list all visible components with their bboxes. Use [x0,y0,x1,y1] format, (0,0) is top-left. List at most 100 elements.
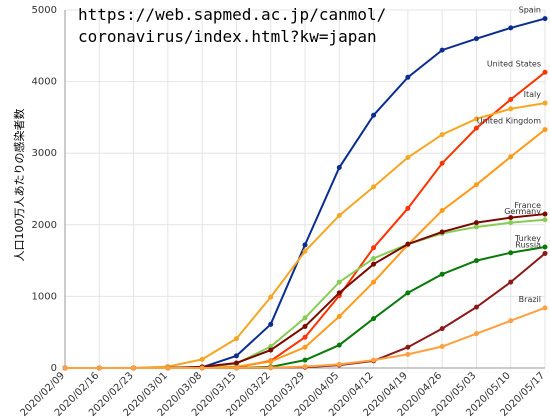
data-point [439,160,445,166]
data-point [542,217,548,223]
data-point [439,47,445,53]
series-label: Russia [515,240,541,249]
data-point [508,220,514,226]
data-point [302,357,308,363]
data-point [508,106,514,112]
data-point [336,290,342,296]
y-tick-label: 4000 [32,77,57,88]
data-point [233,353,239,359]
data-point [199,365,205,371]
data-point [336,165,342,171]
series-label: Turkey [514,234,541,243]
data-point [508,215,514,221]
data-point [405,351,411,357]
data-point [542,69,548,75]
y-axis-label: 人口100万人あたりの感染者数 [12,109,26,262]
data-point [336,342,342,348]
data-point [542,16,548,22]
y-tick-label: 0 [51,363,57,374]
data-point [62,365,68,371]
data-point [439,344,445,350]
data-point [302,323,308,329]
annotation: https://web.sapmed.ac.jp/canmol/ [78,5,386,24]
data-point [371,112,377,118]
data-point [233,360,239,366]
data-point [405,241,411,247]
data-point [96,365,102,371]
data-point [508,97,514,102]
data-point [439,271,445,277]
data-point [199,356,205,362]
series-label: Italy [524,90,542,99]
data-point [371,357,377,363]
data-point [302,242,308,248]
data-point [268,347,274,353]
data-point [439,207,445,213]
series-label: United States [487,59,541,68]
data-point [439,229,445,235]
data-point [233,365,239,371]
data-point [371,255,377,261]
data-point [268,344,274,350]
data-point [439,132,445,138]
data-point [302,334,308,340]
data-point [268,321,274,327]
data-point [473,116,479,122]
data-point [405,74,411,80]
data-point [336,361,342,367]
data-point [268,359,274,365]
data-point [405,344,411,350]
data-point [542,250,548,256]
data-point [405,205,411,211]
data-point [542,127,548,133]
data-point [371,184,377,190]
series-label: France [514,201,541,210]
data-point [508,250,514,256]
data-point [473,258,479,264]
data-point [302,315,308,321]
y-tick-label: 2000 [32,220,57,231]
data-point [542,244,548,250]
data-point [473,331,479,337]
series-label: Germany [504,207,541,216]
data-point [371,261,377,267]
data-point [508,318,514,324]
data-point [336,212,342,218]
series-label: Brazil [519,295,541,304]
annotation: coronavirus/index.html?kw=japan [78,27,377,46]
series-label: United Kingdom [477,117,541,126]
data-point [302,344,308,350]
data-point [268,365,274,371]
data-point [542,305,548,311]
data-point [371,316,377,322]
data-point [371,279,377,285]
data-point [165,365,171,371]
data-point [302,248,308,254]
data-point [405,290,411,296]
data-point [542,211,548,217]
data-point [233,336,239,342]
data-point [302,364,308,370]
data-point [473,224,479,230]
data-point [473,36,479,42]
data-point [371,245,377,251]
data-point [473,125,479,131]
y-tick-label: 5000 [32,5,57,16]
data-point [473,182,479,188]
data-point [473,304,479,310]
data-point [508,25,514,31]
data-point [508,279,514,285]
data-point [508,154,514,160]
data-point [542,100,548,106]
data-point [439,326,445,332]
series-label: Spain [519,6,541,15]
y-tick-label: 1000 [32,291,57,302]
data-point [473,220,479,226]
data-point [336,313,342,319]
data-point [405,154,411,160]
data-point [131,365,137,371]
data-point [268,294,274,300]
data-point [336,279,342,285]
y-tick-label: 3000 [32,148,57,159]
